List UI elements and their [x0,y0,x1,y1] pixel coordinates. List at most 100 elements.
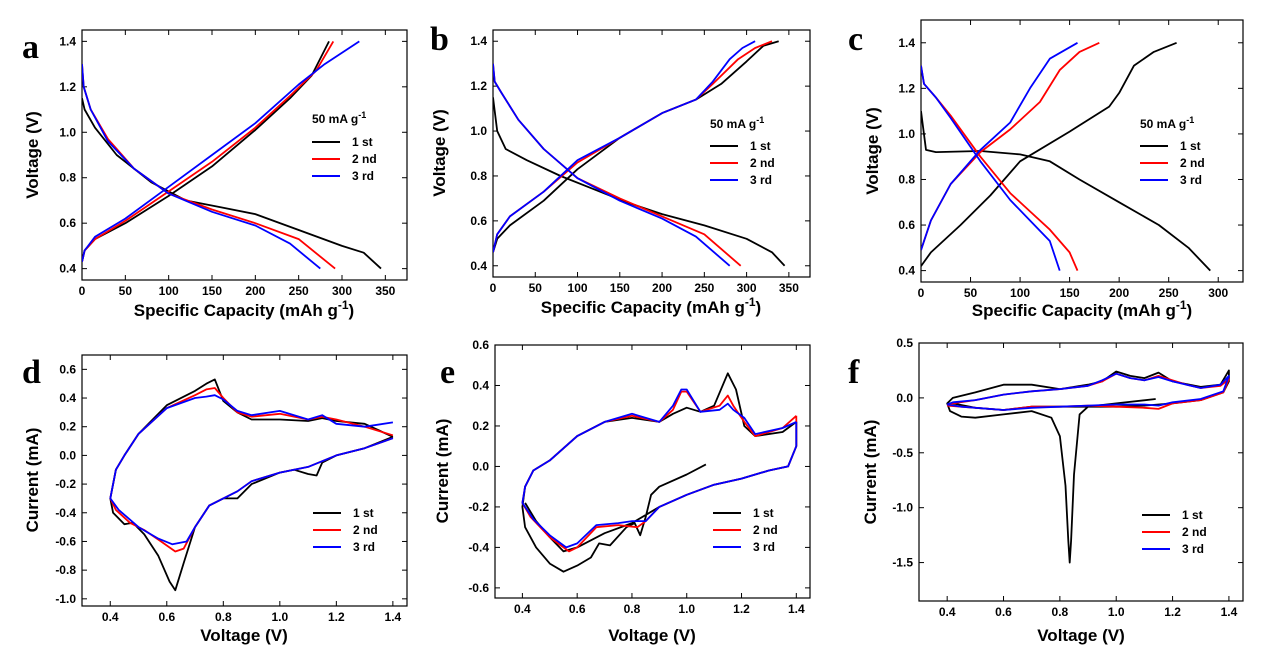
x-tick-label: 300 [1208,286,1228,300]
panel-letter: a [22,29,39,66]
panel-letter: b [430,21,449,58]
y-tick-label: 1.0 [898,127,915,141]
x-tick-label: 0.4 [102,610,119,624]
x-tick-label: 50 [529,281,543,295]
x-tick-label: 200 [652,281,672,295]
x-tick-label: 250 [1159,286,1179,300]
x-tick-label: 1.2 [1164,605,1181,619]
x-tick-label: 300 [332,284,352,298]
x-tick-label: 250 [289,284,309,298]
y-tick-label: 0.0 [896,391,913,405]
x-axis-label: Voltage (V) [200,626,288,645]
legend-label: 2 nd [750,156,775,170]
plot-frame [81,29,408,281]
x-tick-label: 350 [779,281,799,295]
x-tick-label: 0 [918,286,925,300]
series-line-1 [921,110,1211,272]
x-axis-label: Specific Capacity (mAh g-1) [972,298,1192,320]
panel-letter: e [440,354,455,391]
series-line-1 [921,41,1177,267]
y-axis-label: Voltage (V) [863,107,882,195]
legend-label: 1 st [753,506,774,520]
panel-letter: c [848,21,863,58]
y-axis-label: Voltage (V) [430,109,449,197]
rate-annotation: 50 mA g-1 [710,115,764,131]
panel-e: e 0.4 0.6 0.8 1.0 1.2 1.4 -0.6 -0.4 -0.2 0.0 0.2 0.4… [433,338,811,645]
y-tick-label: -0.5 [892,446,913,460]
x-tick-label: 350 [375,284,395,298]
y-tick-label: 1.2 [59,80,76,94]
series-line-3 [521,388,798,549]
x-tick-label: 0.8 [215,610,232,624]
legend-label: 1 st [353,506,374,520]
panel-d: d 0.4 0.6 0.8 1.0 1.2 1.4 -1.0 -0.8 -0.6 -0.4 -0.2 0… [22,354,408,645]
series-line-3 [82,40,360,263]
x-tick-label: 0.6 [569,602,586,616]
y-tick-label: 1.4 [898,36,915,50]
y-tick-label: 1.0 [59,125,76,139]
series-line-1 [82,97,382,270]
y-tick-label: 1.0 [470,124,487,138]
x-tick-label: 0.8 [1052,605,1069,619]
y-tick-label: 0.8 [59,171,76,185]
x-tick-label: 200 [245,284,265,298]
series-line-3 [82,64,321,270]
y-tick-label: 0.5 [896,336,913,350]
panel-a: a 0 50 100 150 200 250 300 350 0.4 0.6 0.8 1.0 1.2 1.4… [22,29,408,320]
panel-f: f 0.4 0.6 0.8 1.0 1.2 1.4 -1.5 -1.0 -0.5 0.0 0.5 Vol… [848,336,1244,645]
y-tick-label: 0.2 [472,419,489,433]
x-tick-label: 100 [1010,286,1030,300]
y-tick-label: -0.4 [55,506,76,520]
panel-b: b 0 50 100 150 200 250 300 350 0.4 0.6 0.8 1.0 1.2 1.4… [430,21,811,317]
y-tick-label: 0.8 [470,169,487,183]
series-line-3 [946,372,1230,411]
legend-label: 2 nd [353,523,378,537]
rate-annotation: 50 mA g-1 [1140,115,1194,131]
y-tick-label: -1.5 [892,556,913,570]
y-tick-label: 1.4 [59,34,76,48]
plot-frame [492,29,811,278]
y-tick-label: 0.0 [472,459,489,473]
series-line-3 [921,42,1078,251]
y-tick-label: 0.8 [898,172,915,186]
x-tick-label: 150 [1060,286,1080,300]
y-tick-label: 0.6 [898,218,915,232]
legend-label: 2 nd [1182,525,1207,539]
y-tick-label: 1.2 [470,79,487,93]
x-tick-label: 1.2 [733,602,750,616]
x-tick-label: 0 [490,281,497,295]
y-tick-label: 0.4 [59,391,76,405]
y-axis-label: Current (mA) [433,419,452,524]
y-tick-label: -0.8 [55,563,76,577]
legend-label: 3 rd [1180,173,1202,187]
series-line-1 [109,378,394,592]
x-axis-label: Specific Capacity (mAh g-1) [134,298,354,320]
series-line-2 [82,64,336,270]
plot-frame [81,354,408,607]
rate-annotation: 50 mA g-1 [312,110,366,126]
legend-label: 1 st [352,135,373,149]
x-tick-label: 1.2 [328,610,345,624]
plot-frame [918,342,1244,602]
x-tick-label: 100 [568,281,588,295]
y-tick-label: 0.6 [59,216,76,230]
y-tick-label: -0.2 [55,477,76,491]
y-tick-label: 0.4 [59,262,76,276]
x-tick-label: 200 [1109,286,1129,300]
x-axis-label: Voltage (V) [1037,626,1125,645]
x-tick-label: 0.6 [158,610,175,624]
x-tick-label: 1.0 [1108,605,1125,619]
series-line-2 [109,387,394,553]
x-tick-label: 0.6 [995,605,1012,619]
plot-frame [920,19,1244,283]
x-axis-label: Specific Capacity (mAh g-1) [541,295,761,317]
x-tick-label: 300 [737,281,757,295]
y-tick-label: 0.6 [472,338,489,352]
legend-label: 3 rd [750,173,772,187]
series-line-2 [946,372,1230,411]
y-axis-label: Current (mA) [861,420,880,525]
legend-label: 3 rd [353,540,375,554]
panel-letter: d [22,354,41,391]
y-tick-label: -1.0 [55,592,76,606]
y-axis-label: Current (mA) [23,428,42,533]
